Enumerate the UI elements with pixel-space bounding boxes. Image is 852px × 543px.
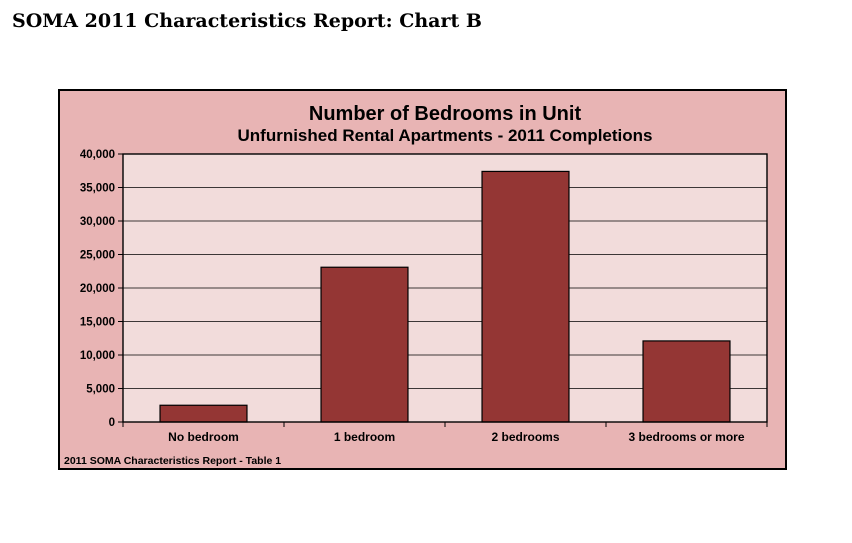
chart-title: Number of Bedrooms in Unit — [309, 103, 582, 125]
y-tick-label: 20,000 — [80, 283, 115, 295]
chart-frame: Number of Bedrooms in Unit Unfurnished R… — [58, 89, 787, 470]
chart-subtitle: Unfurnished Rental Apartments - 2011 Com… — [238, 126, 653, 145]
bar-chart: Number of Bedrooms in Unit Unfurnished R… — [80, 103, 768, 444]
y-tick-label: 5,000 — [86, 384, 115, 396]
x-tick-label: 3 bedrooms or more — [628, 430, 744, 444]
y-tick-label: 35,000 — [80, 183, 115, 195]
x-tick-label: 2 bedrooms — [491, 430, 559, 444]
y-tick-label: 40,000 — [80, 149, 115, 161]
y-tick-label: 30,000 — [80, 216, 115, 228]
bar — [320, 266, 409, 423]
x-tick-label: No bedroom — [168, 430, 239, 444]
bar — [481, 170, 570, 423]
y-tick-label: 25,000 — [80, 250, 115, 262]
y-tick-label: 10,000 — [80, 350, 115, 362]
y-tick-label: 0 — [109, 417, 115, 429]
x-tick-label: 1 bedroom — [334, 430, 395, 444]
source-note: 2011 SOMA Characteristics Report - Table… — [64, 455, 282, 467]
page-title: SOMA 2011 Characteristics Report: Chart … — [12, 10, 482, 32]
plot-border — [122, 153, 768, 423]
bar — [642, 340, 731, 423]
y-tick-label: 15,000 — [80, 317, 115, 329]
bar — [159, 404, 248, 423]
